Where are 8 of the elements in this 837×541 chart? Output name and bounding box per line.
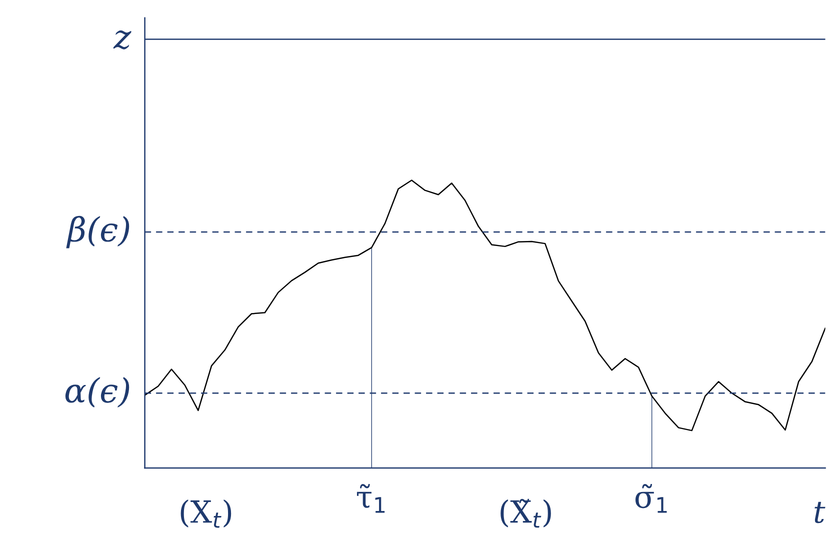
text: (X̃$_{t}$): [500, 498, 551, 528]
x-tick-label: τ̃$_{1}$: [356, 484, 385, 513]
ref-line-label: β(ϵ): [66, 216, 130, 248]
x-tick-label: σ̃$_{1}$: [635, 484, 667, 513]
ref-line-label: z: [113, 30, 132, 50]
x-axis-title: t: [814, 502, 826, 524]
ref-line-label: α(ϵ): [65, 377, 130, 408]
text: (X$_{t}$): [180, 499, 232, 528]
